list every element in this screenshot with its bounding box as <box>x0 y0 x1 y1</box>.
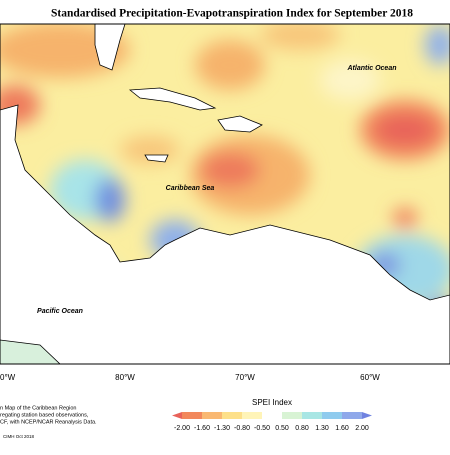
title: Standardised Precipitation-Evapotranspir… <box>51 8 413 20</box>
legend-swatch <box>342 412 362 419</box>
legend-arrow <box>172 412 182 419</box>
legend-swatch <box>242 412 262 419</box>
legend-tick-label: 1.60 <box>335 425 349 432</box>
longitude-label: 80°W <box>115 373 135 382</box>
legend-swatch <box>322 412 342 419</box>
map-frame <box>0 23 450 365</box>
legend-tick-label: -0.50 <box>254 425 270 432</box>
legend-tick-label: -1.30 <box>214 425 230 432</box>
legend-tick-label: 0.50 <box>275 425 289 432</box>
sea-label: Caribbean Sea <box>166 185 215 192</box>
credit: CIMH Oct 2018 <box>3 434 35 439</box>
legend-arrow <box>362 412 372 419</box>
ocean-label: Atlantic Ocean <box>346 65 396 72</box>
legend-swatch <box>202 412 222 419</box>
legend-tick-label: 0.80 <box>295 425 309 432</box>
longitude-label: 60°W <box>360 373 380 382</box>
legend-swatch <box>282 412 302 419</box>
legend-tick-label: -0.80 <box>234 425 250 432</box>
legend-swatch <box>302 412 322 419</box>
legend-tick-label: 1.30 <box>315 425 329 432</box>
legend-swatch <box>262 412 282 419</box>
footnote: CF, with NCEP/NCAR Reanalysis Data. <box>0 419 97 425</box>
map <box>0 24 450 364</box>
legend-title: SPEI Index <box>252 398 292 407</box>
longitude-label: 70°W <box>235 373 255 382</box>
footnote: n Map of the Caribbean Region <box>0 405 76 411</box>
legend-tick-label: 2.00 <box>355 425 369 432</box>
legend-tick-label: -1.60 <box>194 425 210 432</box>
longitude-label: 0°W <box>0 373 16 382</box>
legend-swatch <box>222 412 242 419</box>
ocean-label: Pacific Ocean <box>37 308 83 315</box>
legend-swatch <box>182 412 202 419</box>
footnote: regating station based observations, <box>0 412 89 418</box>
legend-bar <box>172 412 372 419</box>
legend-tick-label: -2.00 <box>174 425 190 432</box>
